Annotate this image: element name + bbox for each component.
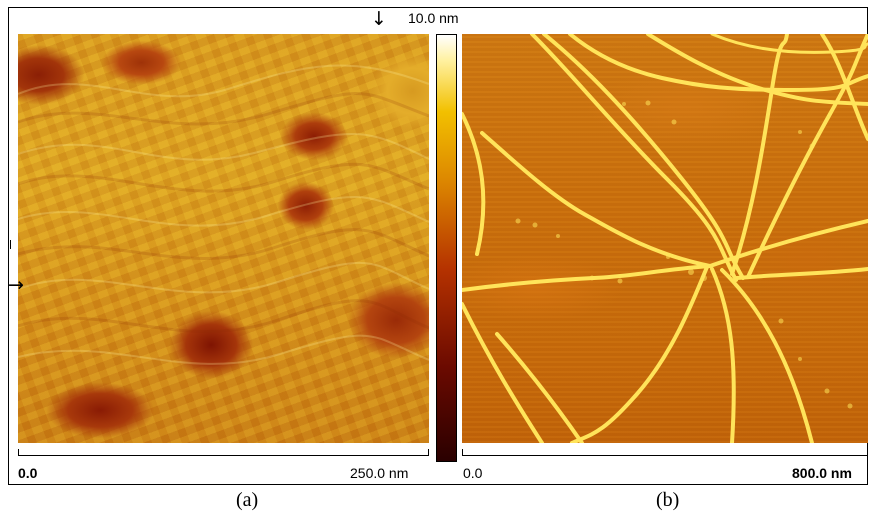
scale-a-start-label: 0.0 [18,465,38,481]
scale-bar-a-left-tick [18,449,19,455]
afm-image-a [18,34,429,443]
scale-b-end-label: 800.0 nm [792,465,852,481]
scale-b-start-label: 0.0 [463,465,483,481]
scan-line-right-arrow-icon: → [8,274,24,296]
height-colorbar [436,34,457,462]
scale-a-end-label: 250.0 nm [350,465,409,481]
scale-bar-b [462,455,868,456]
scale-bar-a-right-tick [428,449,429,455]
panel-a-texture [18,64,429,365]
panel-a-caption: (a) [236,489,259,511]
afm-image-b [462,34,868,443]
panel-b-fibers [462,34,868,443]
scale-bar-b-right-tick [867,449,868,455]
colorbar-max-label: 10.0 nm [408,10,459,26]
panel-b-caption: (b) [656,489,680,511]
scale-bar-a [18,455,429,456]
scan-line-down-arrow-icon: ↓ [371,8,387,30]
left-scan-tick [10,240,11,249]
scale-bar-b-left-tick [462,449,463,455]
